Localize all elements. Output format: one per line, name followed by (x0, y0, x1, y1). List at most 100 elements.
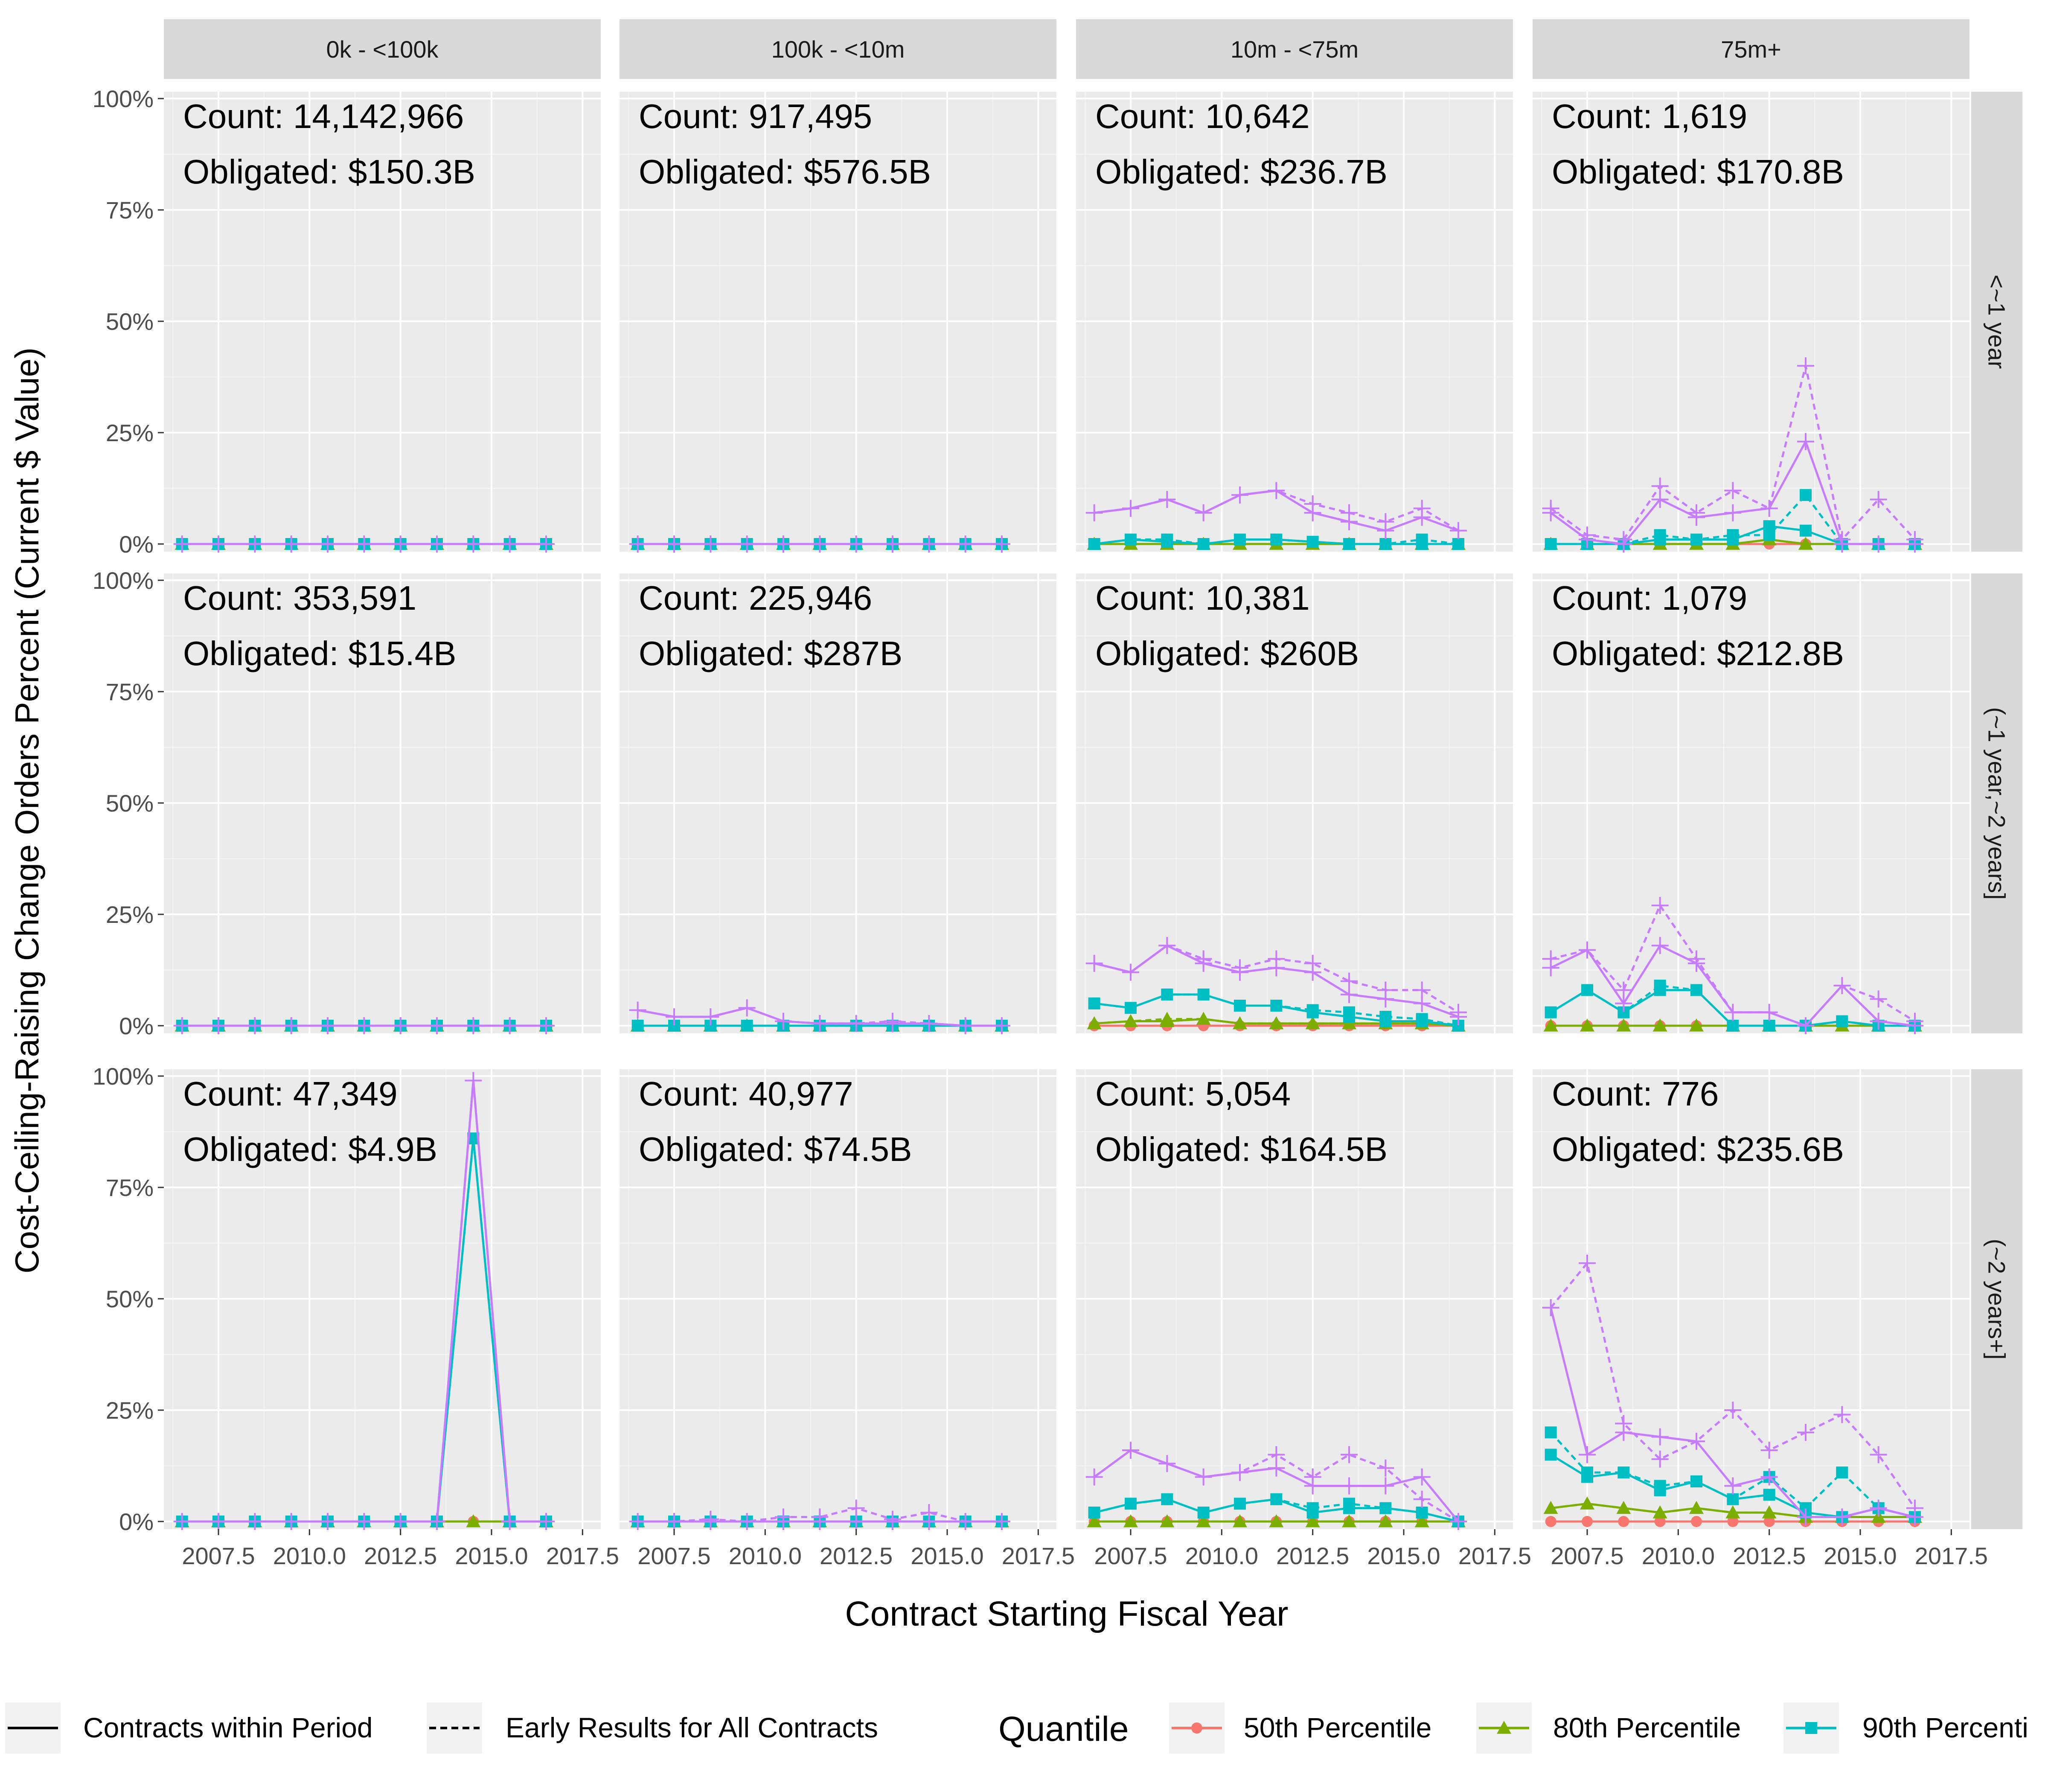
data-point-early (1870, 990, 1887, 1008)
data-point-within (466, 1514, 481, 1527)
data-point-within (282, 1017, 300, 1034)
data-point-within (1125, 1498, 1137, 1510)
data-point-within (1760, 500, 1778, 517)
data-point-within (1413, 1468, 1431, 1486)
y-tick-label: 100% (93, 567, 154, 594)
data-point-within (319, 1017, 336, 1034)
data-point-within (246, 535, 264, 553)
data-point-within (1122, 1441, 1139, 1459)
data-point-within (1270, 533, 1283, 546)
x-tick-label: 2012.5 (364, 1542, 437, 1569)
data-point-early (1654, 1480, 1666, 1492)
facet-panel: Count: 5,054 Obligated: $164.5B (1076, 1069, 1513, 1530)
data-point-within (210, 1513, 227, 1530)
data-point-early (1341, 504, 1358, 521)
count-annotation: Count: 917,495 (639, 97, 872, 135)
data-point-within (282, 535, 300, 553)
data-point-early (1760, 1441, 1778, 1459)
facet-panel: Count: 917,495 Obligated: $576.5B (620, 92, 1056, 553)
data-point-within (1087, 1514, 1102, 1527)
y-axis-title: Cost-Ceiling-Raising Change Orders Perce… (8, 347, 46, 1273)
data-point-within (1450, 522, 1467, 539)
x-tick-label: 2017.5 (1915, 1542, 1988, 1569)
data-point-within (1616, 1018, 1631, 1032)
data-point-early (920, 1504, 938, 1521)
count-annotation: Count: 1,619 (1552, 97, 1747, 135)
data-point-within (1305, 1514, 1320, 1527)
legend-label: Early Results for All Contracts (506, 1712, 878, 1743)
data-point-within (884, 535, 901, 553)
data-point-early (1341, 972, 1358, 990)
data-point-within (319, 1513, 336, 1530)
data-point-within (1269, 1016, 1284, 1030)
data-point-within (1088, 997, 1100, 1009)
data-point-within (1870, 1012, 1887, 1030)
data-point-within (920, 535, 938, 553)
data-point-within (629, 1001, 646, 1019)
data-point-early (1377, 513, 1394, 530)
data-point-within (1833, 977, 1851, 995)
data-point-within (1158, 1455, 1176, 1472)
data-point-within (1123, 1514, 1138, 1527)
data-point-within (1724, 504, 1742, 521)
y-tick-label: 50% (106, 1286, 154, 1312)
data-point-within (1579, 1446, 1596, 1463)
facet-panel: Count: 1,079 Obligated: $212.8B (1533, 573, 1969, 1034)
data-point-within (1652, 1505, 1667, 1519)
data-point-within (1690, 1475, 1702, 1488)
data-point-within (355, 535, 373, 553)
data-point-early (884, 1012, 901, 1030)
data-point-within (1651, 937, 1669, 954)
data-point-early (1797, 1424, 1814, 1441)
data-point-within (1797, 1017, 1814, 1034)
data-point-early (1343, 1498, 1355, 1510)
data-point-early (1906, 1499, 1923, 1517)
data-point-within (501, 535, 518, 553)
count-annotation: Count: 225,946 (639, 579, 872, 617)
data-point-within (246, 1017, 264, 1034)
data-point-within (666, 1008, 683, 1026)
data-point-within (702, 535, 719, 553)
data-point-within (1617, 1466, 1630, 1479)
data-point-within (1581, 984, 1593, 996)
count-annotation: Count: 40,977 (639, 1075, 853, 1113)
obligated-annotation: Obligated: $164.5B (1095, 1130, 1388, 1168)
data-point-early (1304, 495, 1321, 513)
data-point-early (1870, 491, 1887, 508)
data-point-within (392, 535, 409, 553)
data-point-early (1870, 1446, 1887, 1463)
data-point-within (1545, 1006, 1557, 1018)
data-point-early (1800, 489, 1812, 501)
axes-layer: 0k - <100k 100k - <10m 10m - <75m 75m+ <~1 y… (8, 19, 2022, 1633)
y-tick-label: 75% (106, 678, 154, 705)
obligated-annotation: Obligated: $212.8B (1552, 634, 1844, 672)
data-point-within (741, 1020, 753, 1032)
data-point-within (1233, 1514, 1247, 1527)
legend-marker (1805, 1722, 1817, 1734)
data-point-within (1760, 1004, 1778, 1021)
data-point-within (1305, 1016, 1320, 1030)
data-point-within (1689, 1018, 1704, 1032)
data-point-early (702, 1510, 719, 1528)
data-point-early (1579, 1254, 1596, 1272)
count-annotation: Count: 10,381 (1095, 579, 1310, 617)
data-point-within (811, 1015, 829, 1032)
data-point-within (1763, 1516, 1775, 1527)
data-point-within (920, 1015, 938, 1032)
data-point-within (1797, 433, 1814, 450)
x-tick-label: 2015.0 (1367, 1542, 1440, 1569)
data-point-within (1763, 1489, 1775, 1501)
legend-label: 50th Percentile (1244, 1712, 1431, 1743)
data-point-within (1616, 1501, 1631, 1514)
data-point-within (392, 1513, 409, 1530)
data-point-within (1085, 1468, 1103, 1486)
count-annotation: Count: 14,142,966 (183, 97, 464, 135)
data-point-within (1123, 1014, 1138, 1027)
data-point-early (1615, 1415, 1632, 1432)
data-point-early (1379, 1011, 1392, 1023)
data-point-early (1268, 1446, 1285, 1463)
data-point-early (1341, 1446, 1358, 1463)
x-tick-label: 2017.5 (1002, 1542, 1075, 1569)
data-point-within (957, 535, 974, 553)
